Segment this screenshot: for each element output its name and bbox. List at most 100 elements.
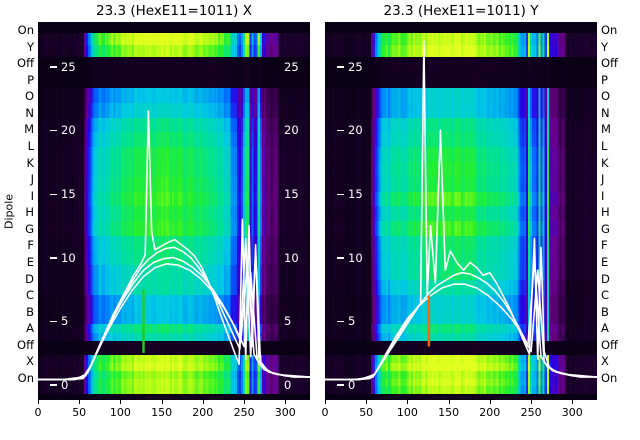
heatmap-row <box>325 81 597 89</box>
heatmap-row <box>325 386 597 395</box>
inner-ytick: 25 <box>50 60 76 74</box>
heatmap-row <box>38 117 310 134</box>
category-label: Off <box>17 337 34 352</box>
category-label: K <box>601 155 609 170</box>
panel-x-trace-overlay <box>38 110 310 381</box>
heatmap-row <box>325 102 597 119</box>
heatmap-row <box>325 378 597 387</box>
category-label: X <box>601 354 609 369</box>
category-label: J <box>30 172 34 187</box>
x-tick-mark <box>79 400 81 404</box>
category-label: L <box>27 139 34 153</box>
category-label: X <box>26 354 34 369</box>
heatmap-row <box>325 176 597 193</box>
heatmap-row <box>325 397 597 400</box>
inner-ytick: 15 <box>284 186 299 201</box>
heatmap-row <box>38 102 310 119</box>
category-label: O <box>601 89 611 104</box>
category-label: B <box>26 304 34 319</box>
category-label: I <box>601 188 605 203</box>
x-tick-label: 100 <box>396 406 418 419</box>
heatmap-row <box>325 294 597 311</box>
x-tick-mark <box>366 400 368 404</box>
x-tick-mark <box>448 400 450 404</box>
inner-ytick: 25 <box>284 59 299 74</box>
heatmap-row <box>325 280 597 296</box>
heatmap-row <box>38 341 310 349</box>
panel-y-title: 23.3 (HexE11=1011) Y <box>383 3 539 19</box>
category-label: L <box>601 139 608 153</box>
inner-ytick: 10 <box>337 251 363 265</box>
inner-ytick: 10 <box>50 251 76 265</box>
x-tick-label: 250 <box>520 406 542 419</box>
category-label: Off <box>601 56 618 71</box>
category-label: Off <box>17 56 34 71</box>
heatmap-row <box>38 394 310 398</box>
category-label: N <box>25 105 34 120</box>
category-label: G <box>25 221 34 236</box>
inner-ytick: 0 <box>284 377 292 392</box>
category-label: E <box>601 255 609 269</box>
heatmap-row <box>38 370 310 379</box>
heatmap-row <box>325 221 597 237</box>
heatmap-row <box>325 56 597 64</box>
x-tick-label: 50 <box>72 406 87 419</box>
heatmap-row <box>38 362 310 372</box>
category-label: I <box>30 188 34 203</box>
x-tick-label: 300 <box>561 406 583 419</box>
category-label: P <box>601 72 608 87</box>
inner-ytick: 0 <box>337 378 355 392</box>
heatmap-row <box>325 75 597 83</box>
category-label: O <box>24 89 34 104</box>
heatmap-row <box>325 63 597 70</box>
heatmap-row <box>325 147 597 163</box>
heatmap-row <box>325 324 597 334</box>
heatmap-row <box>38 63 310 70</box>
overlay-trace <box>38 237 310 381</box>
heatmap-row <box>38 280 310 296</box>
overlay-trace <box>325 259 597 381</box>
inner-ytick: 0 <box>50 378 68 392</box>
x-tick-label: 300 <box>274 406 296 419</box>
x-tick-label: 150 <box>151 406 173 419</box>
heatmap-row <box>325 132 597 148</box>
inner-ytick: 20 <box>284 123 299 138</box>
category-label: M <box>601 122 611 137</box>
category-label: Y <box>26 39 34 54</box>
heatmap-row <box>38 32 310 46</box>
heatmap-row <box>38 162 310 178</box>
heatmap-row <box>325 206 597 222</box>
heatmap-row <box>38 397 310 400</box>
heatmap-row <box>38 69 310 77</box>
panel-x-axes[interactable] <box>38 22 310 400</box>
category-label: H <box>25 205 34 220</box>
heatmap-row <box>38 44 310 58</box>
overlay-trace <box>38 110 310 381</box>
panel-y-axes[interactable] <box>325 22 597 400</box>
x-tick-mark <box>531 400 533 404</box>
heatmap-row <box>38 132 310 148</box>
inner-ytick: 20 <box>50 123 76 137</box>
category-label: C <box>25 288 34 303</box>
heatmap-row <box>38 81 310 89</box>
heatmap-row <box>38 386 310 395</box>
heatmap-row <box>38 191 310 207</box>
inner-ytick: 10 <box>284 250 299 265</box>
category-label: B <box>601 304 609 319</box>
heatmap-row <box>325 341 597 349</box>
x-tick-mark <box>161 400 163 404</box>
x-tick-label: 0 <box>34 406 42 419</box>
category-label: G <box>601 221 610 236</box>
overlay-trace <box>38 263 310 381</box>
inner-ytick: 15 <box>337 187 363 201</box>
x-tick-mark <box>202 400 204 404</box>
category-label: Off <box>601 337 618 352</box>
heatmap-row <box>38 27 310 34</box>
category-label: On <box>601 23 618 37</box>
heatmap-row <box>325 69 597 77</box>
heatmap-row <box>325 370 597 379</box>
category-label: A <box>601 321 609 336</box>
category-label: H <box>601 205 610 220</box>
heatmap-row <box>38 206 310 222</box>
